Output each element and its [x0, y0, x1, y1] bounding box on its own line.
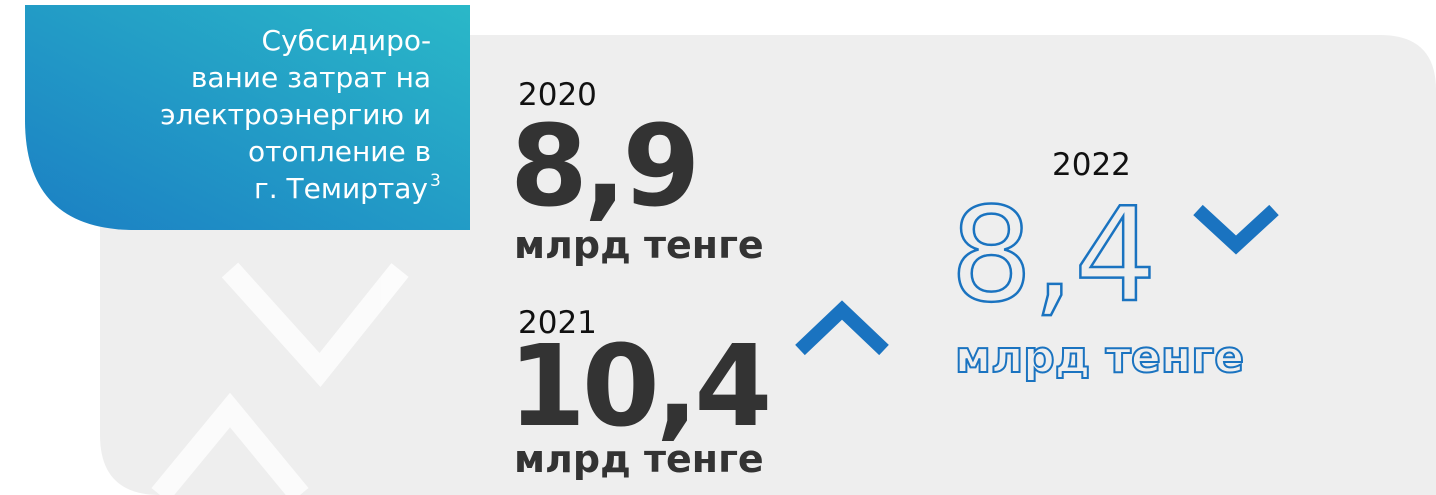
value: 8,4 [950, 179, 1157, 331]
label-box [25, 5, 470, 230]
title-line: Субсидиро- [262, 24, 432, 57]
down-chevron [1193, 204, 1279, 255]
value: 8,9 [510, 102, 696, 232]
footnote: 3 [430, 171, 441, 191]
year: 2021 [518, 305, 597, 341]
year: 2020 [518, 77, 597, 113]
year: 2022 [1052, 147, 1131, 183]
title-line: вание затрат на [191, 61, 431, 94]
value: 10,4 [508, 322, 768, 452]
unit: млрд тенге [955, 332, 1244, 383]
title-line: отопление в [248, 135, 431, 168]
unit: млрд тенге [514, 223, 764, 267]
title: Субсидиро- вание затрат на электроэнерги… [160, 24, 440, 205]
unit: млрд тенге [514, 437, 764, 481]
title-line: г. Темиртау [254, 172, 428, 205]
title-line: электроэнергию и [160, 98, 431, 131]
decoration [151, 262, 409, 495]
up-chevron [795, 300, 889, 356]
